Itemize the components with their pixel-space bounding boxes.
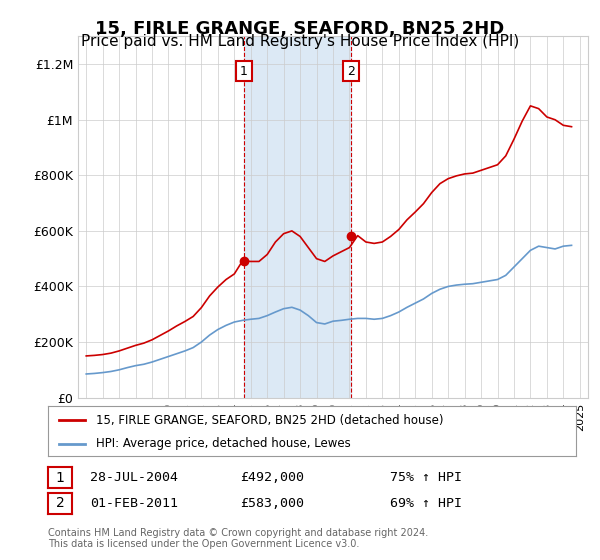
Text: 01-FEB-2011: 01-FEB-2011 [90,497,178,510]
Text: 1: 1 [240,64,248,78]
Text: 1: 1 [56,470,64,484]
Text: 28-JUL-2004: 28-JUL-2004 [90,471,178,484]
Text: £583,000: £583,000 [240,497,304,510]
Text: 69% ↑ HPI: 69% ↑ HPI [390,497,462,510]
Text: 2: 2 [347,64,355,78]
Text: Contains HM Land Registry data © Crown copyright and database right 2024.
This d: Contains HM Land Registry data © Crown c… [48,528,428,549]
Bar [244,36,351,398]
Text: 15, FIRLE GRANGE, SEAFORD, BN25 2HD: 15, FIRLE GRANGE, SEAFORD, BN25 2HD [95,20,505,38]
Text: 15, FIRLE GRANGE, SEAFORD, BN25 2HD (detached house): 15, FIRLE GRANGE, SEAFORD, BN25 2HD (det… [95,414,443,427]
Text: 2: 2 [56,496,64,511]
Text: £492,000: £492,000 [240,471,304,484]
Text: HPI: Average price, detached house, Lewes: HPI: Average price, detached house, Lewe… [95,437,350,450]
Text: Price paid vs. HM Land Registry's House Price Index (HPI): Price paid vs. HM Land Registry's House … [81,34,519,49]
Text: 75% ↑ HPI: 75% ↑ HPI [390,471,462,484]
